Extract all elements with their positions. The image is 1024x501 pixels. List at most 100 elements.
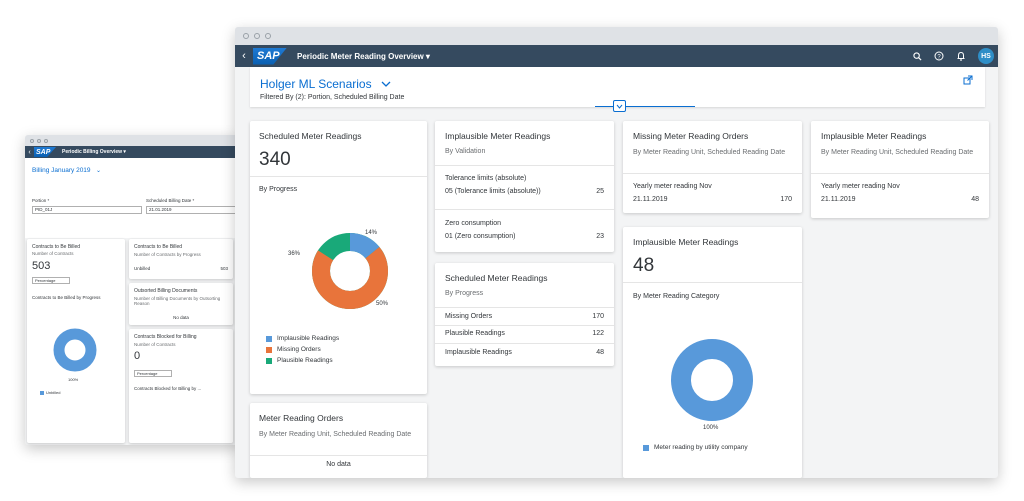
legend-item[interactable]: Missing Orders bbox=[266, 346, 339, 353]
back-arrow-icon[interactable]: ‹ bbox=[242, 50, 246, 62]
contracts-progress-card[interactable]: Contracts to Be Billed Number of Contrac… bbox=[129, 239, 233, 279]
contracts-to-be-billed-card[interactable]: Contracts to Be Billed Number of Contrac… bbox=[27, 239, 125, 443]
periodic-billing-window: ‹ SAP Periodic Billing Overview ▾ Billin… bbox=[25, 135, 240, 445]
donut-slice-unbilled[interactable] bbox=[53, 328, 97, 372]
legend-item: Unbilled bbox=[40, 390, 60, 395]
list-item[interactable]: Missing Orders 170 bbox=[445, 313, 604, 320]
divider bbox=[435, 165, 614, 166]
item-title[interactable]: Yearly meter reading Nov bbox=[633, 183, 712, 190]
list-item[interactable]: 21.11.2019 48 bbox=[821, 196, 979, 203]
legend-item[interactable]: Implausible Readings bbox=[266, 335, 339, 342]
card-subtitle: By Meter Reading Category bbox=[633, 293, 720, 300]
card-subtitle: By Meter Reading Unit, Scheduled Reading… bbox=[821, 149, 974, 156]
item-value: 170 bbox=[780, 196, 792, 203]
avatar[interactable]: HS bbox=[978, 48, 994, 64]
scheduled-meter-readings-list-card[interactable]: Scheduled Meter Readings By Progress Mis… bbox=[435, 263, 614, 366]
row-label: Plausible Readings bbox=[445, 330, 505, 337]
missing-meter-reading-orders-card[interactable]: Missing Meter Reading Orders By Meter Re… bbox=[623, 121, 802, 213]
app-title[interactable]: Periodic Meter Reading Overview ▾ bbox=[297, 51, 430, 61]
list-item[interactable]: 21.11.2019 170 bbox=[633, 196, 792, 203]
shell-bar: ‹ SAP Periodic Billing Overview ▾ bbox=[25, 146, 240, 158]
donut-pct-label: 14% bbox=[365, 230, 378, 236]
window-dot[interactable] bbox=[30, 138, 34, 143]
list-item[interactable]: Plausible Readings 122 bbox=[445, 330, 604, 337]
collapse-header-button[interactable] bbox=[613, 100, 626, 112]
row-label: 01 (Zero consumption) bbox=[445, 233, 516, 240]
row-value: 23 bbox=[596, 233, 604, 240]
row-label: Unbilled bbox=[134, 266, 151, 271]
card-title: Missing Meter Reading Orders bbox=[633, 131, 749, 141]
card-title: Contracts to Be Billed bbox=[32, 244, 81, 250]
list-item[interactable]: Implausible Readings 48 bbox=[445, 349, 604, 356]
card-title: Outsorted Billing Documents bbox=[134, 288, 198, 294]
search-icon[interactable] bbox=[913, 51, 922, 61]
variant-title[interactable]: Billing January 2019 bbox=[32, 167, 91, 174]
legend-label: Meter reading by utility company bbox=[654, 444, 748, 451]
sap-logo: SAP bbox=[34, 147, 56, 157]
legend-swatch bbox=[643, 444, 649, 451]
implausible-by-category-card[interactable]: Implausible Meter Readings 48 By Meter R… bbox=[623, 227, 802, 478]
legend-swatch bbox=[266, 357, 272, 364]
chart-label: Contracts to Be Billed by Progress bbox=[32, 295, 101, 300]
scheduled-meter-readings-card[interactable]: Scheduled Meter Readings 340 By Progress… bbox=[250, 121, 427, 394]
row-label: Missing Orders bbox=[445, 313, 493, 320]
meter-reading-orders-card[interactable]: Meter Reading Orders By Meter Reading Un… bbox=[250, 403, 427, 478]
chevron-down-icon[interactable] bbox=[381, 81, 391, 88]
item-title[interactable]: Yearly meter reading Nov bbox=[821, 183, 900, 190]
percentage-select[interactable]: Percentage bbox=[134, 370, 172, 377]
card-title: Implausible Meter Readings bbox=[821, 131, 927, 141]
bell-icon[interactable] bbox=[956, 51, 966, 61]
chart-legend: Implausible Readings Missing Orders Plau… bbox=[266, 335, 339, 364]
divider bbox=[435, 343, 614, 344]
app-title[interactable]: Periodic Billing Overview ▾ bbox=[62, 149, 126, 155]
shell-actions: ? HS bbox=[913, 45, 994, 67]
chart-label: Contracts Blocked for Billing by ... bbox=[134, 386, 202, 391]
card-subtitle: By Progress bbox=[445, 290, 484, 297]
window-dot[interactable] bbox=[243, 33, 249, 39]
window-chrome bbox=[235, 27, 998, 45]
back-arrow-icon[interactable]: ‹ bbox=[28, 148, 31, 156]
donut-slice-utility-company[interactable] bbox=[671, 339, 753, 421]
card-title: Scheduled Meter Readings bbox=[445, 273, 548, 283]
row-value: 170 bbox=[592, 313, 604, 320]
outsorted-billing-card[interactable]: Outsorted Billing Documents Number of Bi… bbox=[129, 283, 233, 325]
window-dot[interactable] bbox=[254, 33, 260, 39]
item-date: 21.11.2019 bbox=[821, 196, 856, 203]
implausible-by-unit-card[interactable]: Implausible Meter Readings By Meter Read… bbox=[811, 121, 989, 218]
list-item[interactable]: 05 (Tolerance limits (absolute)) 25 bbox=[445, 188, 604, 195]
donut-slice-missing[interactable] bbox=[312, 233, 388, 309]
card-subtitle: Number of Billing Documents by Outsortin… bbox=[134, 296, 221, 306]
donut-slice-implausible[interactable] bbox=[312, 233, 388, 309]
implausible-by-validation-card[interactable]: Implausible Meter Readings By Validation… bbox=[435, 121, 614, 252]
filter-header: Billing January 2019 ⌄ Portion * PID_01J… bbox=[25, 158, 240, 238]
portion-input[interactable]: PID_01J bbox=[32, 206, 142, 214]
window-dot[interactable] bbox=[44, 138, 48, 143]
contracts-blocked-card[interactable]: Contracts Blocked for Billing Number of … bbox=[129, 329, 233, 443]
list-item[interactable]: 01 (Zero consumption) 23 bbox=[445, 233, 604, 240]
billing-date-input[interactable]: 21.01.2019 bbox=[146, 206, 236, 214]
legend-label: Plausible Readings bbox=[277, 357, 333, 364]
legend-swatch bbox=[40, 390, 44, 395]
item-date: 21.11.2019 bbox=[633, 196, 668, 203]
divider bbox=[623, 173, 802, 174]
legend-item[interactable]: Plausible Readings bbox=[266, 357, 339, 364]
help-icon[interactable]: ? bbox=[934, 51, 944, 61]
card-subtitle: Number of Contracts bbox=[134, 342, 176, 347]
row-value: 48 bbox=[596, 349, 604, 356]
percentage-select[interactable]: Percentage bbox=[32, 277, 70, 284]
divider bbox=[435, 307, 614, 308]
legend-item[interactable]: Meter reading by utility company bbox=[643, 444, 748, 451]
window-dot[interactable] bbox=[265, 33, 271, 39]
kpi-value: 503 bbox=[32, 260, 51, 272]
card-title: Implausible Meter Readings bbox=[445, 131, 551, 141]
card-title: Contracts to Be Billed bbox=[134, 244, 183, 250]
row-value: 503 bbox=[220, 266, 228, 271]
card-subtitle: By Progress bbox=[259, 186, 298, 193]
window-dot[interactable] bbox=[37, 138, 41, 143]
divider bbox=[250, 176, 427, 177]
variant-title[interactable]: Holger ML Scenarios bbox=[260, 77, 372, 91]
row-value: 25 bbox=[596, 188, 604, 195]
card-subtitle: Number of Contracts by Progress bbox=[134, 252, 201, 257]
share-icon[interactable] bbox=[963, 75, 973, 85]
chevron-down-icon[interactable]: ⌄ bbox=[96, 168, 102, 174]
